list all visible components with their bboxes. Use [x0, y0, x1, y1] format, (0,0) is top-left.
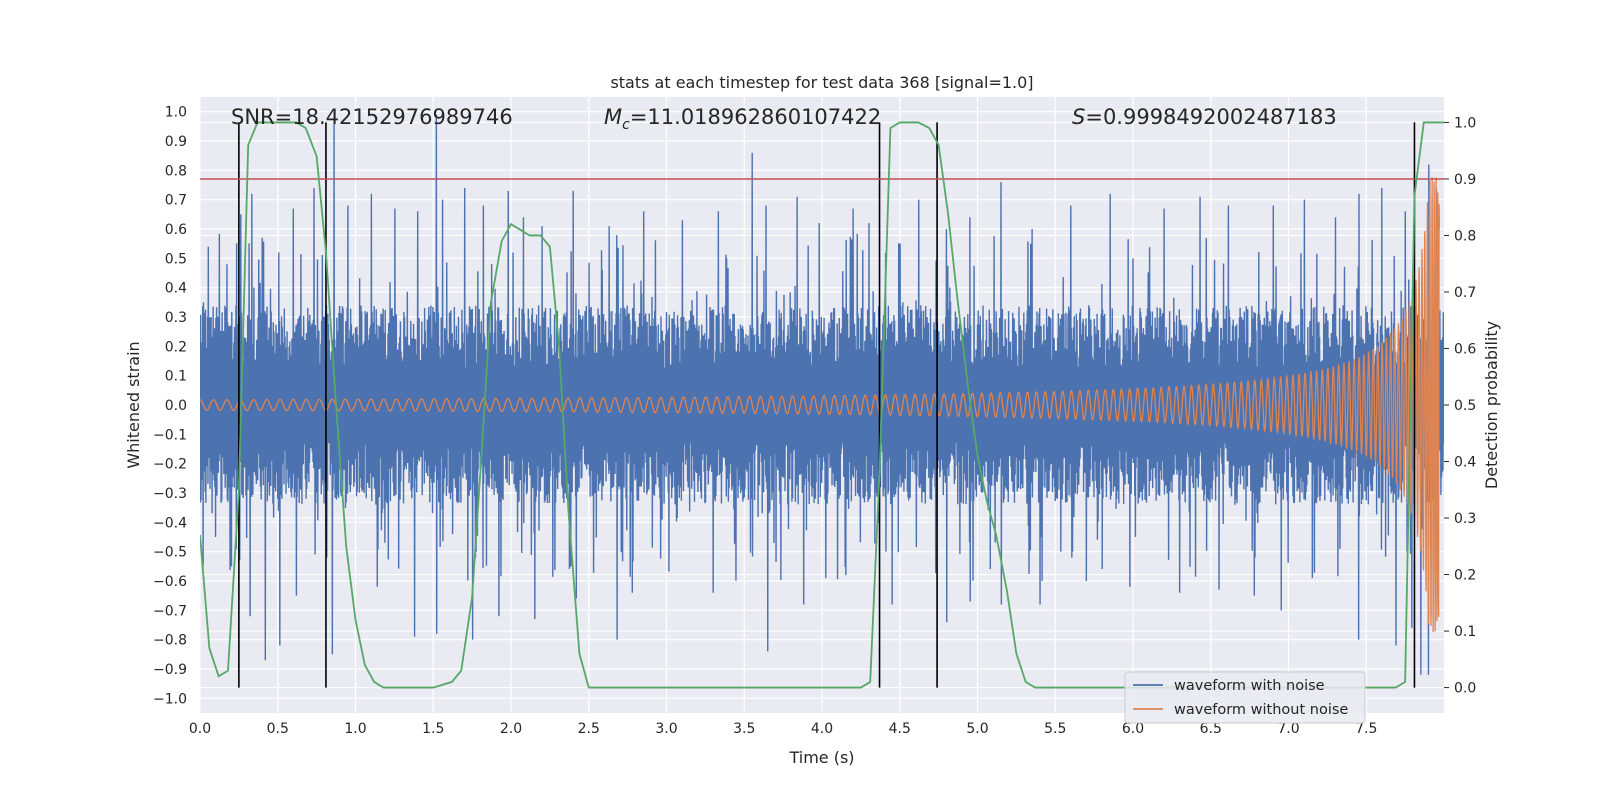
snr-annotation: SNR=18.42152976989746: [231, 105, 513, 129]
y2-tick-label-4: 0.4: [1454, 455, 1476, 471]
x-tick-label-12: 6.0: [1122, 721, 1144, 737]
x-tick-label-5: 2.5: [578, 721, 600, 737]
y-axis-label: Whitened strain: [124, 341, 143, 468]
y2-tick-label-3: 0.3: [1454, 511, 1476, 527]
x-tick-label-6: 3.0: [655, 721, 677, 737]
vertical-markers: [238, 122, 1416, 688]
x-tick-label-1: 0.5: [267, 721, 289, 737]
y2-tick-label-5: 0.5: [1454, 398, 1476, 414]
chirp-mass-symbol: M: [604, 105, 622, 129]
y-tick-label-0: −1.0: [153, 691, 187, 707]
y-tick-label-2: −0.8: [153, 633, 187, 649]
chirp-mass-subscript: c: [622, 117, 630, 133]
waveform-without-noise-line: [200, 177, 1440, 632]
legend-label-noise: waveform with noise: [1174, 678, 1325, 694]
x-tick-label-9: 4.5: [889, 721, 911, 737]
y2-axis-ticks: 0.0 0.1 0.2 0.3 0.4 0.5 0.6 0.7 0.8 0.9 1.0: [1444, 115, 1476, 697]
x-tick-label-2: 1.0: [344, 721, 366, 737]
y-tick-label-19: 0.9: [165, 134, 187, 150]
y-tick-label-6: −0.4: [153, 515, 187, 531]
x-tick-label-8: 4.0: [811, 721, 833, 737]
y-tick-label-7: −0.3: [153, 486, 187, 502]
y2-tick-label-7: 0.7: [1454, 285, 1476, 301]
x-axis-ticks: 0.0 0.5 1.0 1.5 2.0 2.5 3.0 3.5 4.0 4.5 5.0 5.5 6.0 6…: [189, 721, 1378, 737]
x-axis-label: Time (s): [788, 748, 854, 767]
legend-box: [1124, 671, 1366, 724]
y-tick-label-11: 0.1: [165, 369, 187, 385]
y2-tick-label-9: 0.9: [1454, 172, 1476, 188]
x-tick-label-15: 7.5: [1355, 721, 1377, 737]
y-tick-label-9: −0.1: [153, 427, 187, 443]
x-tick-label-7: 3.5: [733, 721, 755, 737]
x-tick-label-4: 2.0: [500, 721, 522, 737]
y-tick-label-8: −0.2: [153, 457, 187, 473]
x-tick-label-11: 5.5: [1044, 721, 1066, 737]
x-tick-label-13: 6.5: [1200, 721, 1222, 737]
chirp-mass-value: =11.018962860107422: [630, 105, 881, 129]
x-tick-label-3: 1.5: [422, 721, 444, 737]
y2-tick-label-1: 0.1: [1454, 624, 1476, 640]
y-tick-label-18: 0.8: [165, 163, 187, 179]
chirp-mass-annotation: Mc=11.018962860107422: [604, 105, 881, 133]
legend-label-clean: waveform without noise: [1174, 702, 1348, 718]
y2-tick-label-6: 0.6: [1454, 341, 1476, 357]
y-tick-label-3: −0.7: [153, 603, 187, 619]
y2-tick-label-0: 0.0: [1454, 681, 1476, 697]
detection-probability-line: [200, 121, 1444, 689]
waveform-with-noise-line: [200, 114, 1444, 675]
y-tick-label-15: 0.5: [165, 251, 187, 267]
y-tick-label-12: 0.2: [165, 339, 187, 355]
x-tick-label-0: 0.0: [189, 721, 211, 737]
y-tick-label-13: 0.3: [165, 310, 187, 326]
s-annotation: S=0.9998492002487183: [1072, 105, 1337, 129]
y-tick-label-16: 0.6: [165, 222, 187, 238]
y-tick-label-14: 0.4: [165, 281, 187, 297]
y-tick-label-5: −0.5: [153, 545, 187, 561]
y-tick-label-4: −0.6: [153, 574, 187, 590]
y-tick-label-1: −0.9: [153, 662, 187, 678]
y-tick-label-10: 0.0: [165, 398, 187, 414]
y2-tick-label-10: 1.0: [1454, 115, 1476, 131]
chart-title: stats at each timestep for test data 368…: [610, 73, 1033, 92]
legend: waveform with noise waveform without noi…: [1124, 671, 1366, 724]
y-axis-ticks: −1.0 −0.9 −0.8 −0.7 −0.6 −0.5 −0.4 −0.3 −0.2 −0.1…: [153, 105, 187, 708]
s-value: =0.9998492002487183: [1085, 105, 1336, 129]
x-tick-label-10: 5.0: [966, 721, 988, 737]
y2-axis-label: Detection probability: [1482, 321, 1501, 489]
y2-tick-label-8: 0.8: [1454, 228, 1476, 244]
y-tick-label-17: 0.7: [165, 193, 187, 209]
y2-tick-label-2: 0.2: [1454, 568, 1476, 584]
s-symbol: S: [1072, 105, 1085, 129]
y-tick-label-20: 1.0: [165, 105, 187, 121]
x-tick-label-14: 7.0: [1277, 721, 1299, 737]
